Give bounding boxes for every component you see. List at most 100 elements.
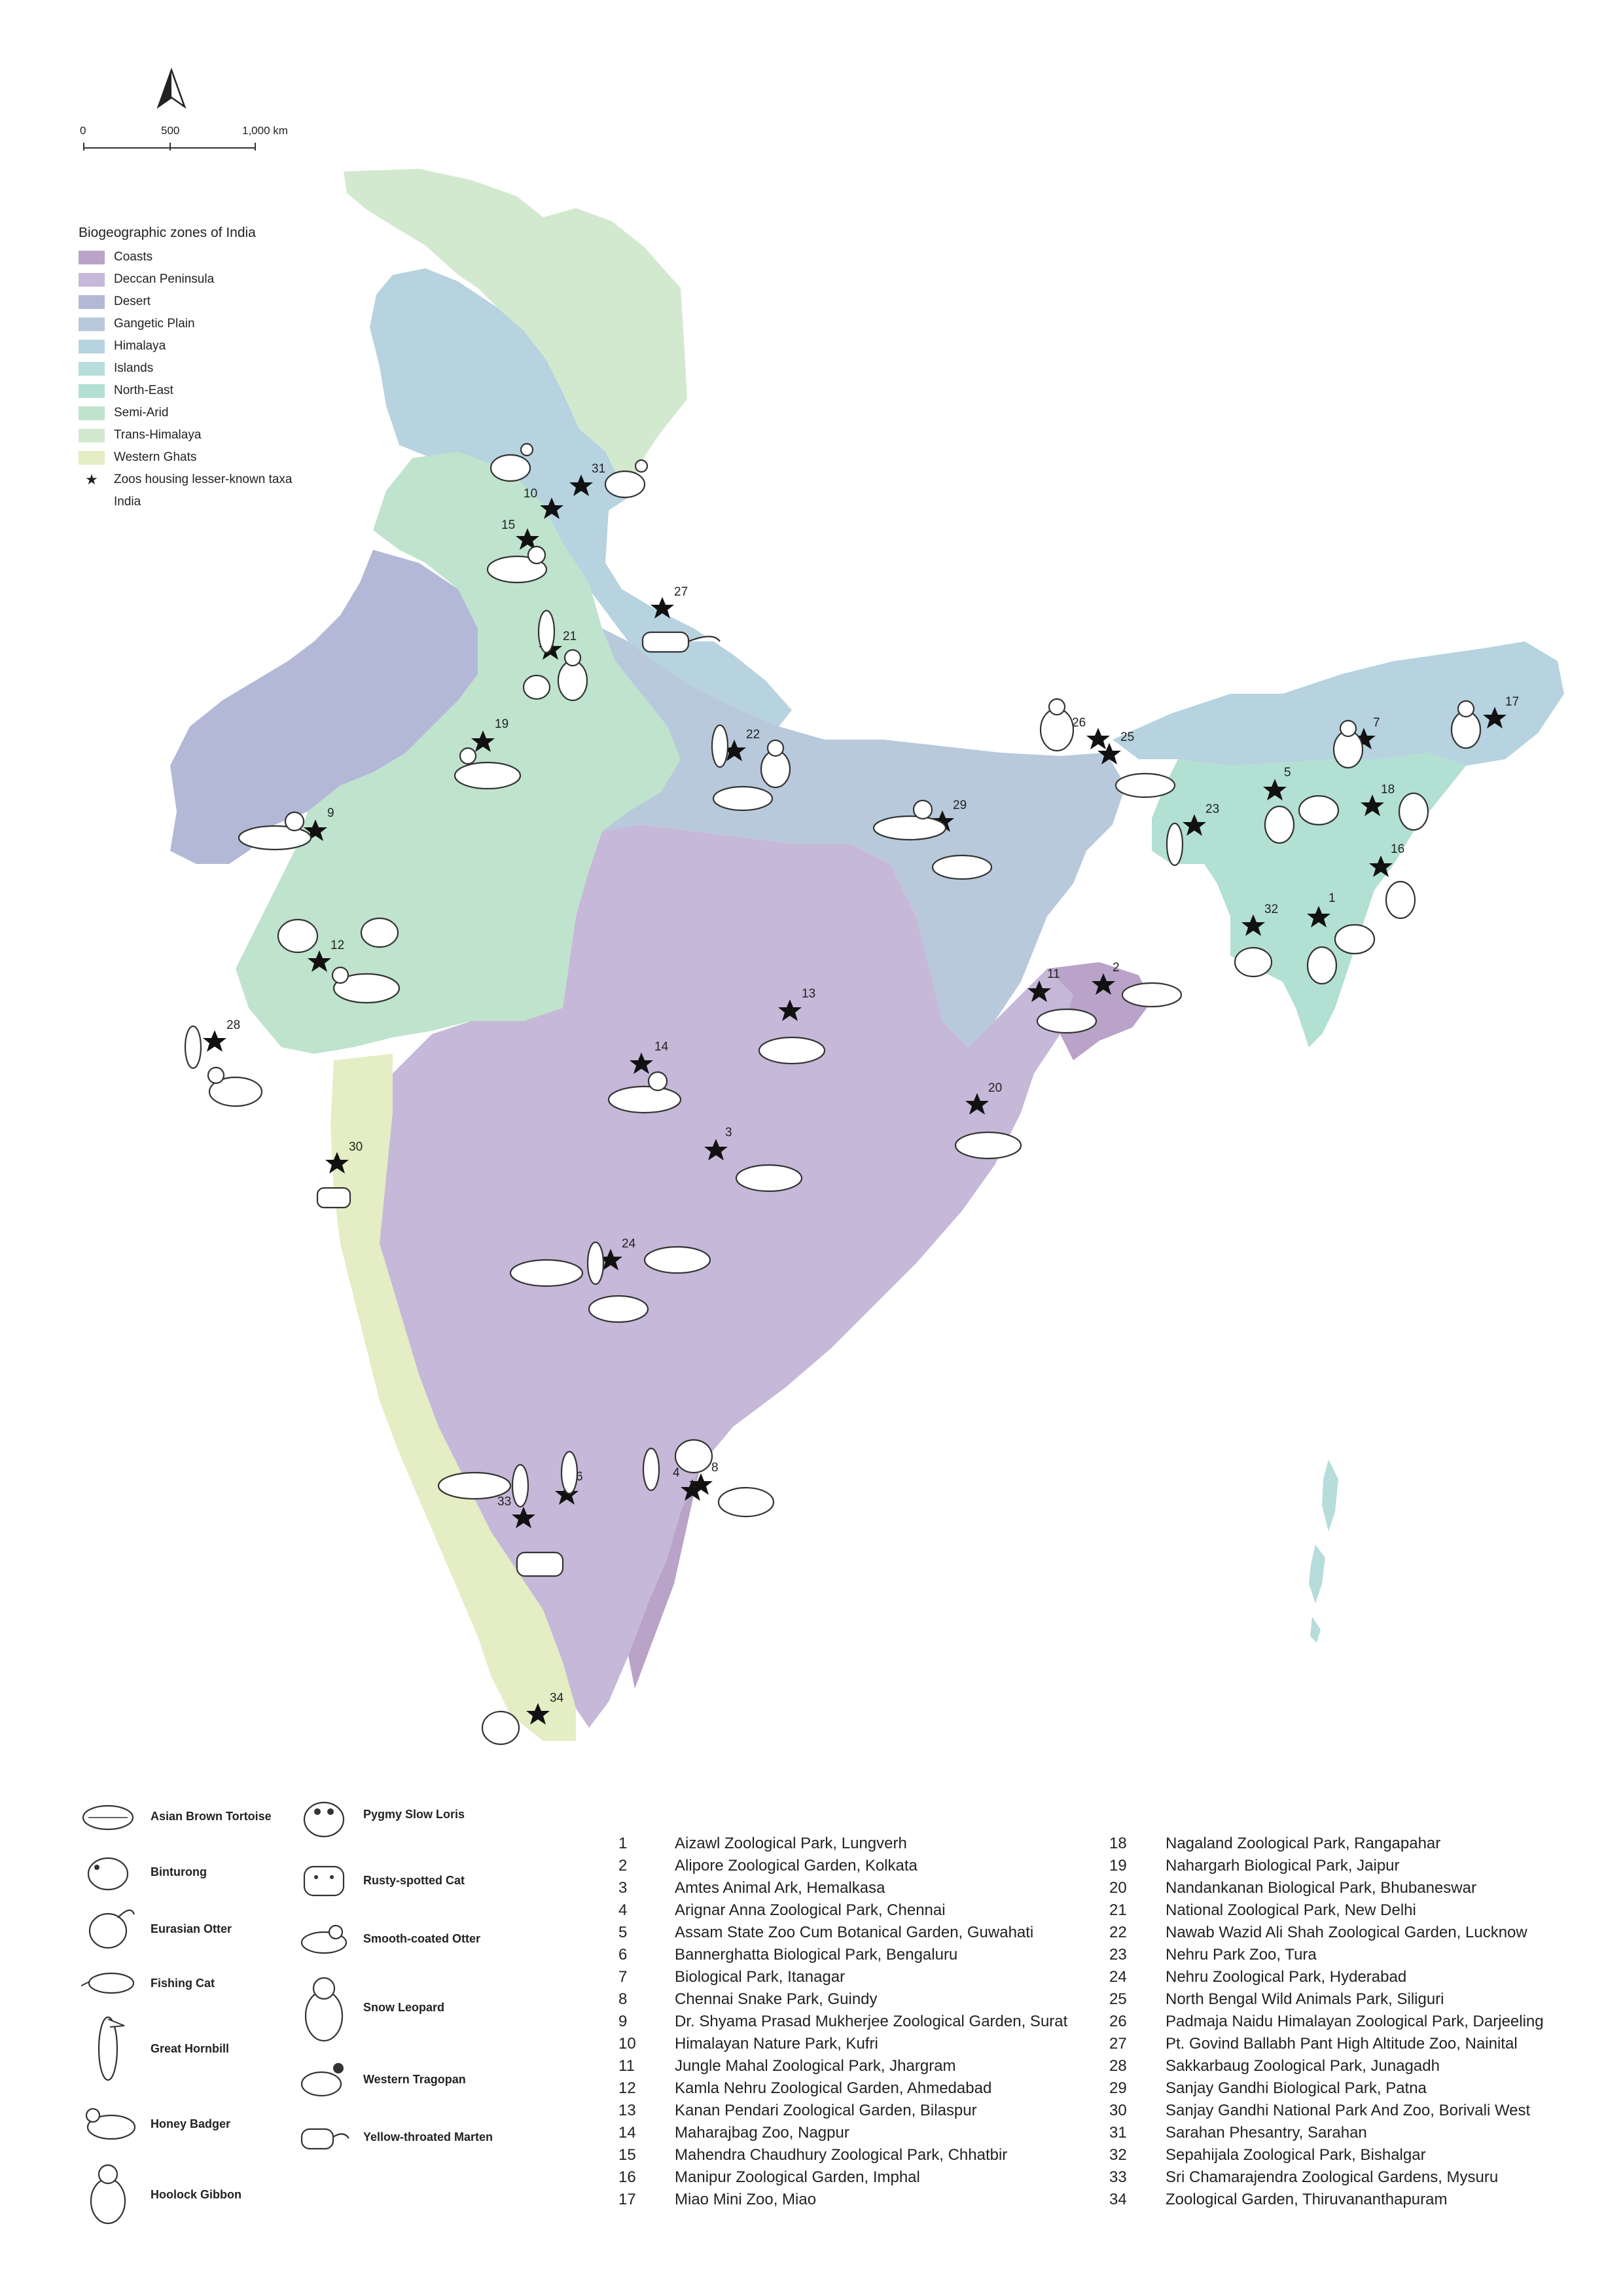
svg-text:1: 1 [1329, 891, 1336, 905]
slow-loris-icon [522, 674, 551, 700]
zoo-marker-3[interactable]: 3 [704, 1126, 732, 1160]
svg-text:31: 31 [592, 462, 605, 476]
zoo-marker-15[interactable]: 15 [501, 518, 539, 550]
zoo-list-item: 2 Alipore Zoological Garden, Kolkata [618, 1855, 1067, 1877]
zoo-marker-29[interactable]: 29 [931, 798, 967, 832]
fishing-cat-icon [712, 785, 774, 812]
zone-deccan-peninsula [380, 825, 1073, 1728]
zoo-marker-12[interactable]: 12 [308, 939, 344, 972]
zoo-number: 26 [1109, 2013, 1127, 2030]
zoo-marker-27[interactable]: 27 [651, 585, 688, 619]
legend-label: Deccan Peninsula [114, 272, 215, 286]
zoo-name: Pt. Govind Ballabh Pant High Altitude Zo… [1166, 2035, 1518, 2053]
zoo-marker-5[interactable]: 5 [1263, 766, 1291, 800]
honey-badger-icon [331, 966, 401, 1004]
slow-loris-icon [303, 1801, 345, 1838]
zoo-marker-13[interactable]: 13 [778, 987, 815, 1021]
zoo-list-item: 25 North Bengal Wild Animals Park, Siligu… [1109, 1988, 1544, 2011]
zoo-marker-10[interactable]: 10 [524, 487, 563, 519]
zoo-marker-30[interactable]: 30 [325, 1140, 363, 1174]
swatch-desert [79, 295, 105, 309]
gibbon-icon [90, 2164, 126, 2225]
zoo-number: 33 [1109, 2168, 1127, 2186]
zoo-list-item: 17 Miao Mini Zoo, Miao [618, 2189, 1067, 2211]
zoo-name: Alipore Zoological Garden, Kolkata [675, 1857, 918, 1874]
zoo-marker-2[interactable]: 2 [1092, 961, 1120, 995]
svg-text:34: 34 [550, 1691, 564, 1705]
zoo-marker-33[interactable]: 33 [497, 1495, 535, 1528]
zoo-list-item: 10 Himalayan Nature Park, Kufri [618, 2033, 1067, 2055]
gibbon-icon [760, 739, 791, 789]
zoo-name: Aizawl Zoological Park, Lungverh [675, 1835, 907, 1852]
zoo-list-right: 18 Nagaland Zoological Park, Rangapahar 19… [1109, 1833, 1544, 2211]
gibbon-icon [557, 649, 588, 702]
zoo-marker-8[interactable]: 8 [689, 1461, 719, 1495]
zoo-name: Nagaland Zoological Park, Rangapahar [1166, 1835, 1441, 1852]
honey-badger-icon [454, 747, 522, 790]
zoo-marker-20[interactable]: 20 [965, 1081, 1002, 1115]
zoo-marker-23[interactable]: 23 [1183, 802, 1219, 836]
zoo-marker-7[interactable]: 7 [1352, 716, 1380, 749]
zoo-marker-1[interactable]: 1 [1307, 891, 1336, 927]
legend-label: Desert [114, 295, 151, 308]
zoo-marker-9[interactable]: 9 [304, 806, 334, 841]
swatch-himalaya [79, 339, 105, 353]
tortoise-icon [717, 1486, 775, 1518]
zoo-number: 7 [618, 1968, 628, 1986]
zoo-marker-22[interactable]: 22 [722, 728, 760, 761]
zoo-number: 21 [1109, 1901, 1127, 1919]
smooth-otter-icon [437, 1471, 512, 1500]
zoo-number: 17 [618, 2191, 636, 2208]
scale-label-0: 0 [80, 124, 86, 137]
zoo-list-item: 18 Nagaland Zoological Park, Rangapahar [1109, 1833, 1544, 1855]
gibbon-icon [1450, 700, 1482, 749]
zoo-marker-4[interactable]: 4 [673, 1466, 704, 1501]
smooth-otter-icon [872, 799, 947, 841]
svg-text:7: 7 [1373, 716, 1380, 730]
smooth-otter-icon [607, 1071, 682, 1114]
zoo-name: Himalayan Nature Park, Kufri [675, 2035, 878, 2053]
zoo-marker-18[interactable]: 18 [1361, 783, 1395, 816]
species-item: Fishing Cat [79, 1964, 215, 2003]
zoo-marker-31[interactable]: 31 [569, 462, 605, 496]
zoo-marker-11[interactable]: 11 [1027, 967, 1060, 1002]
zoo-marker-28[interactable]: 28 [203, 1018, 240, 1052]
zoo-number: 4 [618, 1901, 628, 1919]
zoo-number: 8 [618, 1990, 628, 2008]
legend-item: Islands [79, 357, 292, 380]
zoo-number: 22 [1109, 1924, 1127, 1941]
legend-item: Himalaya [79, 335, 292, 357]
tortoise-icon [82, 1804, 134, 1831]
zoo-name: Zoological Garden, Thiruvananthapuram [1166, 2191, 1448, 2208]
zoo-marker-32[interactable]: 32 [1241, 903, 1278, 936]
zoo-marker-25[interactable]: 25 [1097, 730, 1134, 764]
svg-text:25: 25 [1120, 730, 1134, 744]
zoo-marker-24[interactable]: 24 [599, 1237, 636, 1270]
zoo-marker-19[interactable]: 19 [471, 717, 508, 752]
zoo-list-item: 29 Sanjay Gandhi Biological Park, Patna [1109, 2077, 1544, 2100]
binturong-icon [277, 918, 319, 954]
zoo-marker-17[interactable]: 17 [1483, 695, 1519, 728]
zoo-marker-21[interactable]: 21 [539, 630, 577, 660]
zoo-marker-16[interactable]: 16 [1369, 842, 1404, 877]
zoo-name: Sarahan Phesantry, Sarahan [1166, 2124, 1367, 2142]
svg-text:32: 32 [1264, 903, 1278, 916]
zoo-marker-6[interactable]: 6 [555, 1470, 583, 1505]
zoo-name: National Zoological Park, New Delhi [1166, 1901, 1416, 1919]
smooth-otter-icon [238, 811, 312, 851]
zoo-name: Bannerghatta Biological Park, Bengaluru [675, 1946, 958, 1964]
eurasian-otter-icon [674, 1439, 713, 1474]
zoo-list-item: 31 Sarahan Phesantry, Sarahan [1109, 2122, 1544, 2144]
species-item: Smooth-coated Otter [298, 1919, 480, 1958]
scale-bar [83, 143, 256, 151]
zoo-number: 9 [618, 2013, 628, 2030]
zone-semi-arid [236, 452, 681, 1054]
zoo-marker-34[interactable]: 34 [526, 1691, 564, 1725]
gibbon-icon [1398, 792, 1429, 831]
honey-badger-icon [758, 1036, 826, 1065]
zoo-marker-26[interactable]: 26 [1072, 716, 1110, 749]
zoo-marker-14[interactable]: 14 [630, 1040, 669, 1074]
zoo-number: 3 [618, 1879, 628, 1897]
gibbon-icon [1332, 719, 1364, 769]
svg-text:14: 14 [654, 1040, 669, 1054]
